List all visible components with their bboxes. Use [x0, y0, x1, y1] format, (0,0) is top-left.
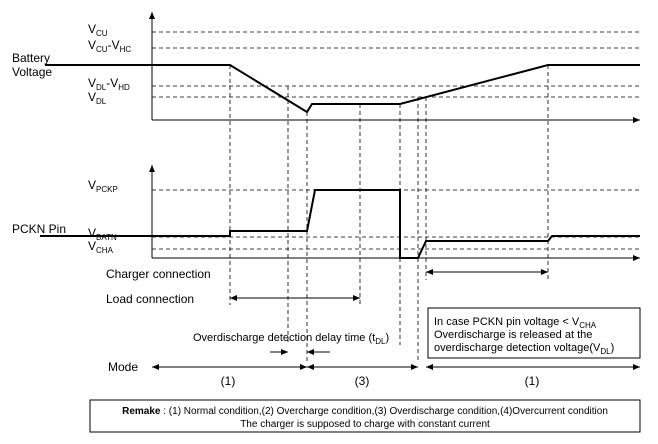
level-label: VDL — [88, 90, 107, 106]
text-segment: overdischarge detection voltage(V — [434, 342, 601, 354]
charger-label: Charger connection — [106, 267, 211, 281]
level-label: VCHA — [88, 239, 114, 255]
text-segment: Overdischarge detection delay time (t — [193, 332, 375, 344]
subscript: BATN — [96, 233, 117, 242]
text-segment: Overdischarge is released at the — [434, 329, 592, 341]
mode-phase: (1) — [525, 374, 540, 388]
mode-phase: (1) — [221, 374, 236, 388]
remark-box — [89, 399, 641, 433]
subscript: HD — [118, 83, 130, 92]
pckn-signal — [40, 189, 640, 259]
level-label: VCU — [88, 22, 108, 38]
subscript: CU — [96, 45, 108, 54]
delay-label: Overdischarge detection delay time (tDL) — [193, 332, 389, 346]
remark-line: Remake : (1) Normal condition,(2) Overch… — [122, 406, 608, 417]
mode-phase: (3) — [355, 374, 370, 388]
pckn-label: PCKN Pin — [12, 222, 66, 236]
level-label: VBATN — [88, 226, 117, 242]
battery-label: Voltage — [12, 65, 52, 79]
subscript: PCKP — [96, 185, 118, 194]
text-segment: V — [88, 226, 96, 240]
note-line: In case PCKN pin voltage < VCHA — [434, 316, 597, 330]
text-segment: V — [88, 90, 96, 104]
remark-bold: Remake — [122, 406, 161, 417]
subscript: CHA — [579, 321, 597, 330]
subscript: DL — [375, 337, 386, 346]
level-label: VPCKP — [88, 178, 118, 194]
subscript: CU — [96, 29, 108, 38]
text-segment: V — [88, 178, 96, 192]
text-segment: V — [88, 38, 96, 52]
level-label: VCU-VHC — [88, 38, 131, 54]
text-segment: -V — [106, 76, 118, 90]
remark-line: The charger is supposed to charge with c… — [240, 419, 490, 430]
subscript: DL — [96, 83, 107, 92]
text-segment: ) — [611, 342, 615, 354]
subscript: HC — [120, 45, 132, 54]
note-line: Overdischarge is released at the — [434, 329, 592, 341]
axes — [149, 12, 640, 261]
subscript: DL — [96, 97, 107, 106]
arrows — [152, 269, 640, 370]
load-label: Load connection — [106, 292, 194, 306]
remark-text: : (1) Normal condition,(2) Overcharge co… — [160, 406, 607, 417]
text-segment: In case PCKN pin voltage < V — [434, 316, 580, 328]
text-segment: V — [88, 76, 96, 90]
level-label: VDL-VHD — [88, 76, 130, 92]
note-box — [427, 307, 641, 359]
text-segment: V — [88, 22, 96, 36]
mode-label: Mode — [108, 360, 138, 374]
subscript: CHA — [96, 246, 114, 255]
subscript: DL — [600, 347, 611, 356]
battery-voltage-signal — [45, 64, 640, 114]
battery-label: Battery — [12, 51, 50, 65]
text-segment: V — [88, 239, 96, 253]
text-segment: ) — [385, 332, 389, 344]
text-segment: -V — [108, 38, 120, 52]
note-line: overdischarge detection voltage(VDL) — [434, 342, 614, 356]
